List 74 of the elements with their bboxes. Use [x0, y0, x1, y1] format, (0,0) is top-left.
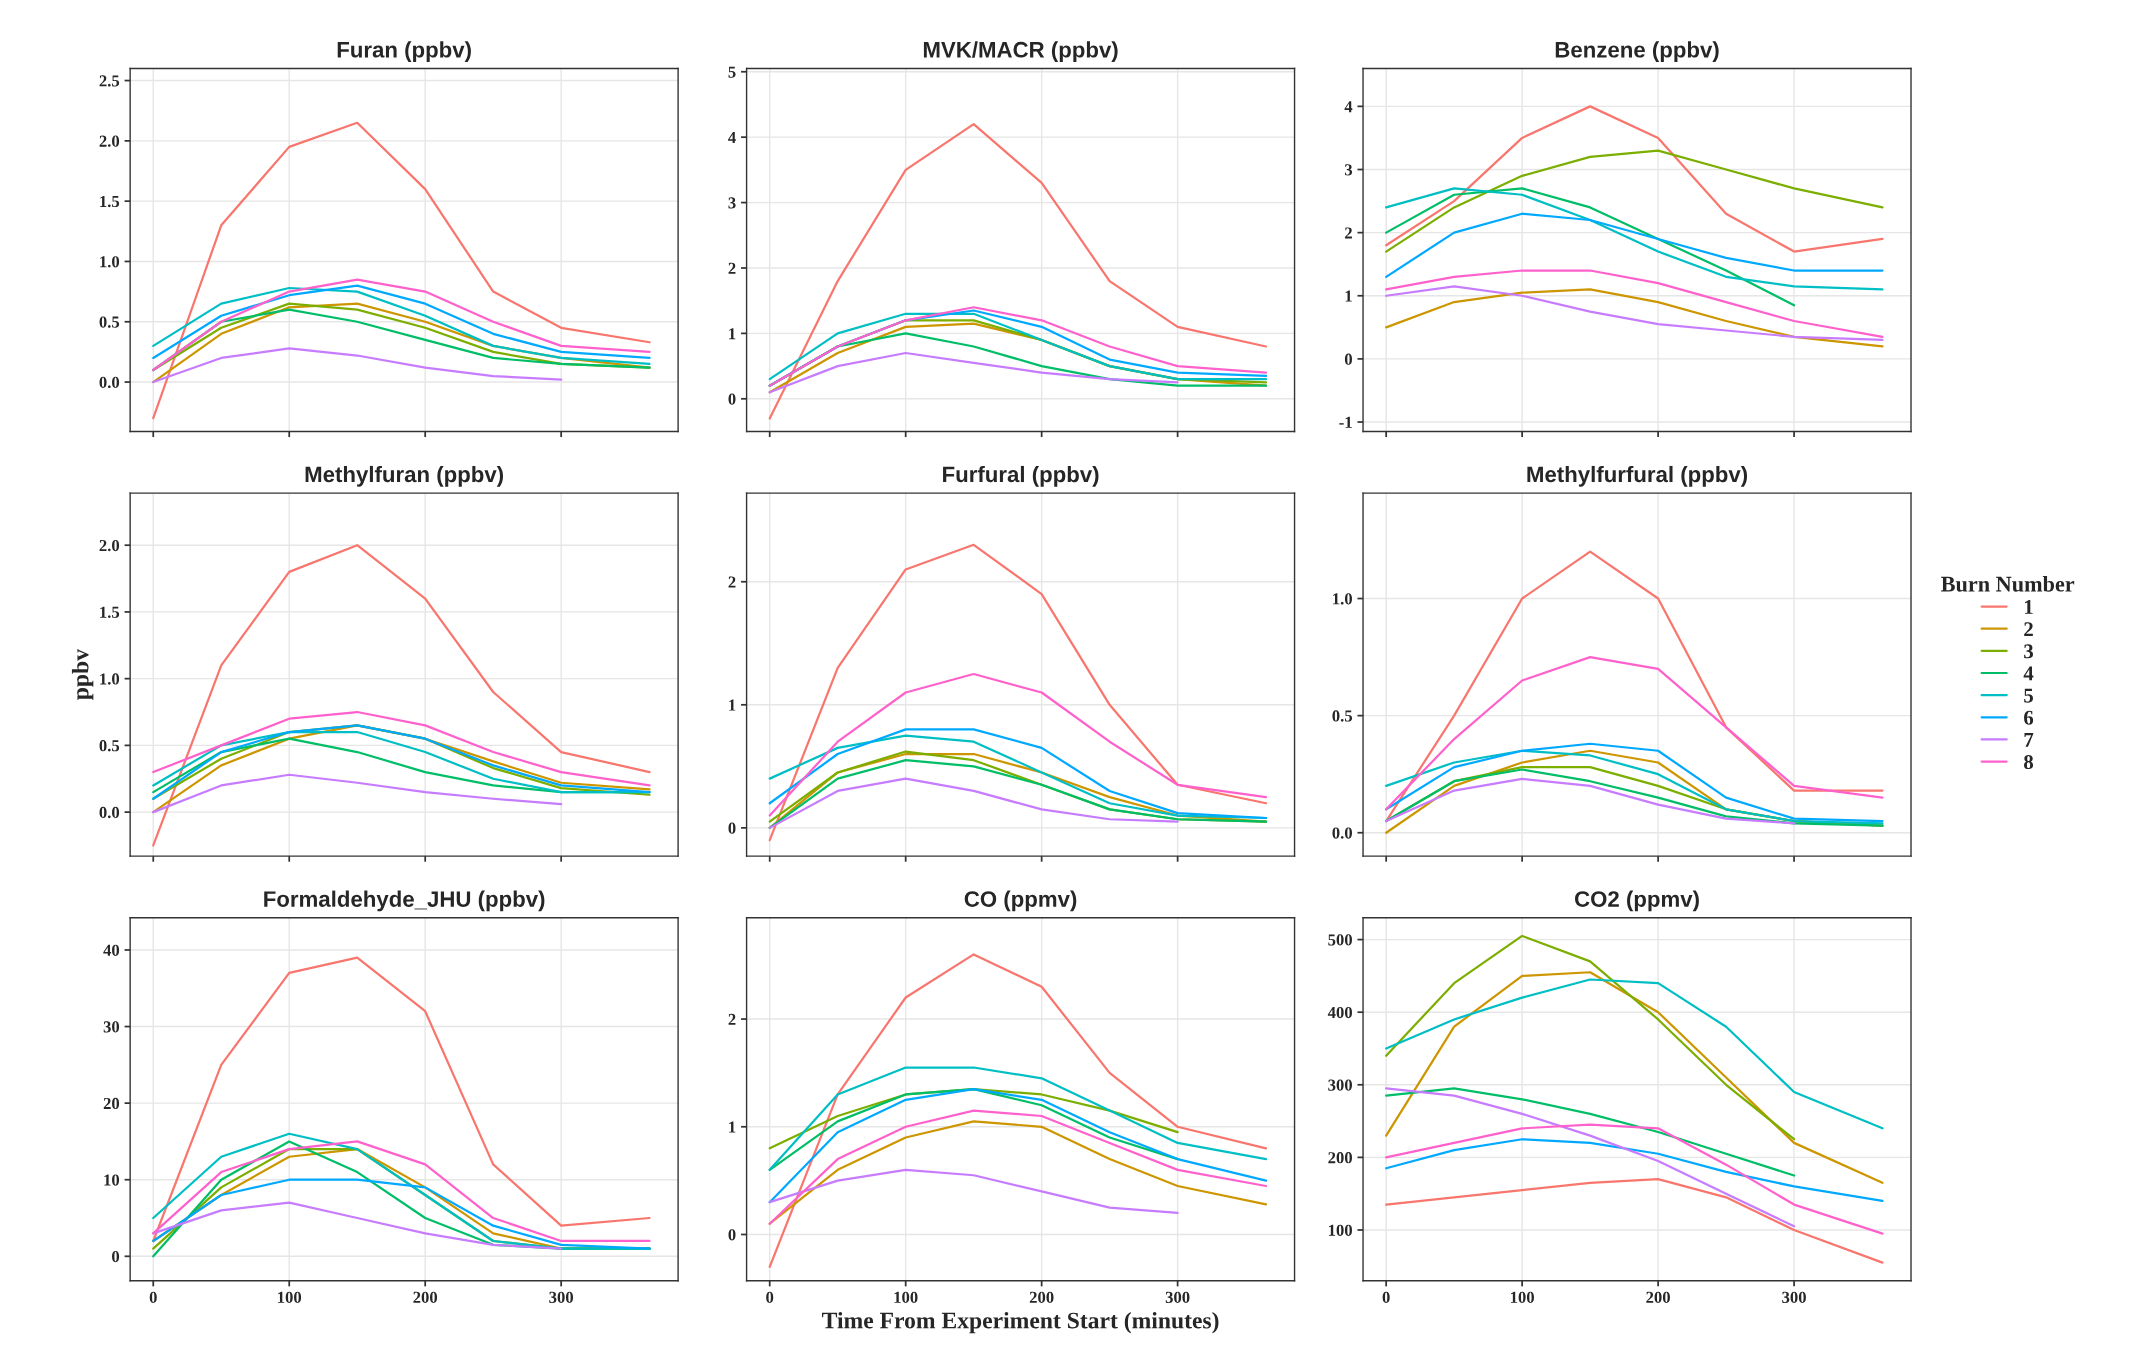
chart-title: Methylfuran (ppbv) [305, 465, 504, 487]
x-tick-label: 300 [1165, 1291, 1190, 1303]
y-tick-label: 0.0 [99, 376, 120, 389]
y-tick-label: 2 [728, 1013, 736, 1025]
y-tick-label: 5 [728, 66, 736, 78]
y-tick-label: 1 [1345, 290, 1352, 302]
y-tick-label: 300 [1328, 1079, 1352, 1091]
y-tick-label: 0 [728, 1229, 736, 1241]
y-tick-label: 1.0 [100, 673, 120, 685]
y-tick-label: 1 [729, 328, 736, 340]
legend-label: 4 [2023, 666, 2034, 681]
legend-label: 3 [2024, 644, 2034, 659]
x-tick-label: 200 [413, 1291, 438, 1303]
y-tick-label: 0.5 [99, 316, 120, 328]
y-tick-label: 2 [1345, 227, 1352, 239]
x-tick-label: 0 [766, 1291, 774, 1303]
y-tick-label: 200 [1328, 1152, 1352, 1164]
y-tick-label: 2.0 [99, 539, 120, 552]
x-tick-label: 100 [894, 1291, 918, 1303]
x-tick-label: 0 [149, 1291, 157, 1303]
legend-label: 8 [2024, 755, 2034, 770]
y-tick-label: 4 [1344, 101, 1353, 113]
y-tick-label: 0 [1344, 353, 1352, 365]
y-tick-label: 2.5 [99, 75, 120, 87]
y-tick-label: 3 [728, 197, 736, 209]
legend-label: 2 [2024, 622, 2033, 636]
chart-title: MVK/MACR (ppbv) [923, 41, 1118, 62]
legend-label: 6 [2024, 710, 2034, 725]
legend-label: 7 [2024, 733, 2034, 747]
x-tick-label: 300 [549, 1291, 574, 1303]
legend-label: 1 [2024, 600, 2033, 614]
x-axis-title: Time From Experiment Start (minutes) [822, 1311, 1219, 1334]
y-tick-label: 0 [728, 393, 736, 405]
y-tick-label: 1 [729, 1121, 736, 1133]
y-tick-label: 2.0 [99, 135, 120, 147]
y-tick-label: 0.5 [99, 740, 120, 752]
y-axis-title: ppbv [71, 649, 94, 700]
chart-title: Benzene (ppbv) [1555, 41, 1719, 62]
y-tick-label: 0.0 [1332, 827, 1352, 839]
y-tick-label: 0.5 [1332, 710, 1353, 722]
chart-title: CO (ppmv) [964, 890, 1077, 912]
y-tick-label: 0.0 [99, 806, 120, 819]
y-tick-label: 2 [728, 576, 736, 588]
x-tick-label: 0 [1382, 1291, 1390, 1303]
chart-title: Furan (ppbv) [337, 41, 471, 62]
y-tick-label: 100 [1328, 1224, 1352, 1236]
y-tick-label: 1 [729, 699, 736, 711]
legend-label: 5 [2024, 688, 2033, 703]
x-tick-label: 100 [278, 1291, 302, 1303]
y-tick-label: -1 [1339, 416, 1352, 428]
legend-title: Burn Number [1941, 575, 2075, 592]
y-tick-label: 1.0 [100, 256, 120, 268]
chart-title: Formaldehyde_JHU (ppbv) [264, 890, 545, 912]
y-tick-label: 500 [1328, 934, 1352, 946]
y-tick-label: 0 [112, 1251, 120, 1263]
x-tick-label: 300 [1782, 1291, 1806, 1303]
y-tick-label: 4 [728, 131, 736, 143]
y-tick-label: 3 [1344, 164, 1353, 176]
chart-title: CO2 (ppmv) [1574, 890, 1699, 912]
y-tick-label: 1.5 [100, 606, 120, 618]
y-tick-label: 1.5 [100, 195, 120, 208]
y-tick-label: 2 [728, 262, 736, 274]
chart-title: Furfural (ppbv) [943, 465, 1099, 487]
chart-title: Methylfurfural (ppbv) [1527, 465, 1748, 487]
y-tick-label: 40 [103, 944, 120, 956]
y-tick-label: 20 [103, 1097, 120, 1110]
y-tick-label: 1.0 [1333, 593, 1352, 605]
x-tick-label: 200 [1646, 1291, 1670, 1303]
y-tick-label: 30 [103, 1021, 120, 1033]
x-tick-label: 200 [1029, 1291, 1054, 1303]
x-tick-label: 100 [1510, 1291, 1534, 1303]
y-tick-label: 0 [728, 822, 736, 834]
y-tick-label: 400 [1327, 1006, 1352, 1019]
y-tick-label: 10 [104, 1174, 120, 1186]
